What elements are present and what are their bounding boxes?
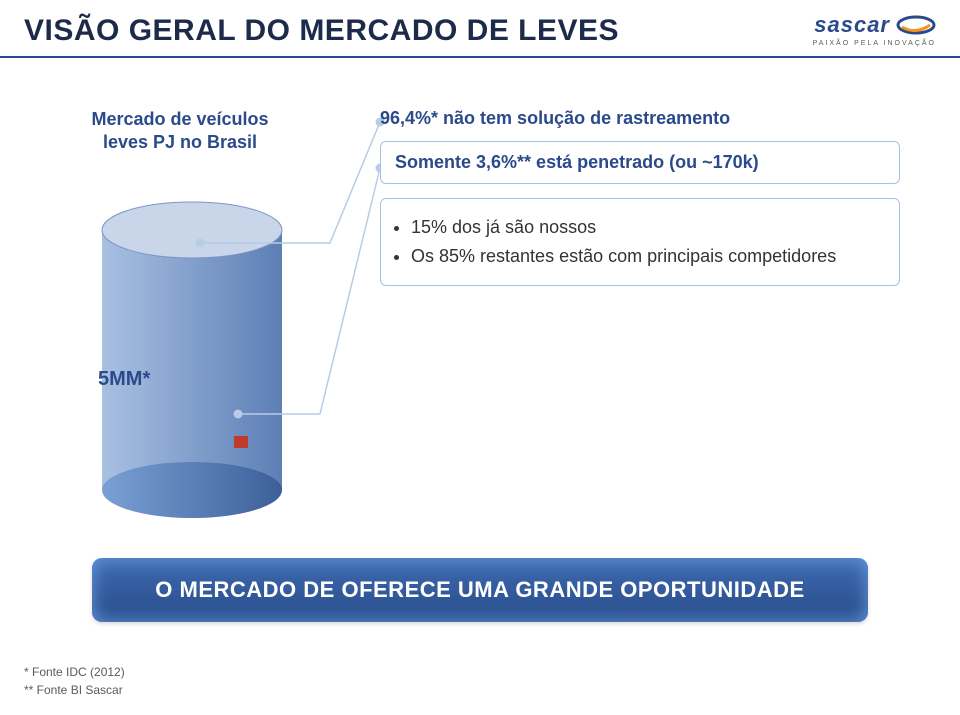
market-size-label: Mercado de veículos leves PJ no Brasil <box>80 108 280 155</box>
slide-header: VISÃO GERAL DO MERCADO DE LEVES sascar P… <box>0 0 960 48</box>
bullet-ours: 15% dos já são nossos <box>411 217 883 238</box>
brand-logo-text: sascar <box>814 12 890 38</box>
main-content: Mercado de veículos leves PJ no Brasil 5… <box>0 108 960 668</box>
opportunity-banner-text: O MERCADO DE OFERECE UMA GRANDE OPORTUNI… <box>155 577 804 603</box>
swoosh-icon <box>896 13 936 37</box>
footnote-2: ** Fonte BI Sascar <box>24 681 125 699</box>
stat-no-solution: 96,4%* não tem solução de rastreamento <box>380 108 900 129</box>
cylinder-total-label: 5MM* <box>98 368 150 391</box>
opportunity-banner: O MERCADO DE OFERECE UMA GRANDE OPORTUNI… <box>92 558 868 622</box>
callouts-column: 96,4%* não tem solução de rastreamento S… <box>380 108 900 286</box>
source-footnotes: * Fonte IDC (2012) ** Fonte BI Sascar <box>24 663 125 699</box>
title-underline <box>0 56 960 58</box>
bullet-competitors: Os 85% restantes estão com principais co… <box>411 246 883 267</box>
brand-tagline: PAIXÃO PELA INOVAÇÃO <box>813 40 936 47</box>
footnote-1: * Fonte IDC (2012) <box>24 663 125 681</box>
penetration-breakdown-box: 15% dos já são nossos Os 85% restantes e… <box>380 198 900 286</box>
brand-logo: sascar PAIXÃO PELA INOVAÇÃO <box>813 12 936 47</box>
market-cylinder-chart <box>92 196 312 536</box>
brand-logo-row: sascar <box>814 12 936 38</box>
stat-penetrated-box: Somente 3,6%** está penetrado (ou ~170k) <box>380 141 900 184</box>
page-title: VISÃO GERAL DO MERCADO DE LEVES <box>24 14 619 48</box>
